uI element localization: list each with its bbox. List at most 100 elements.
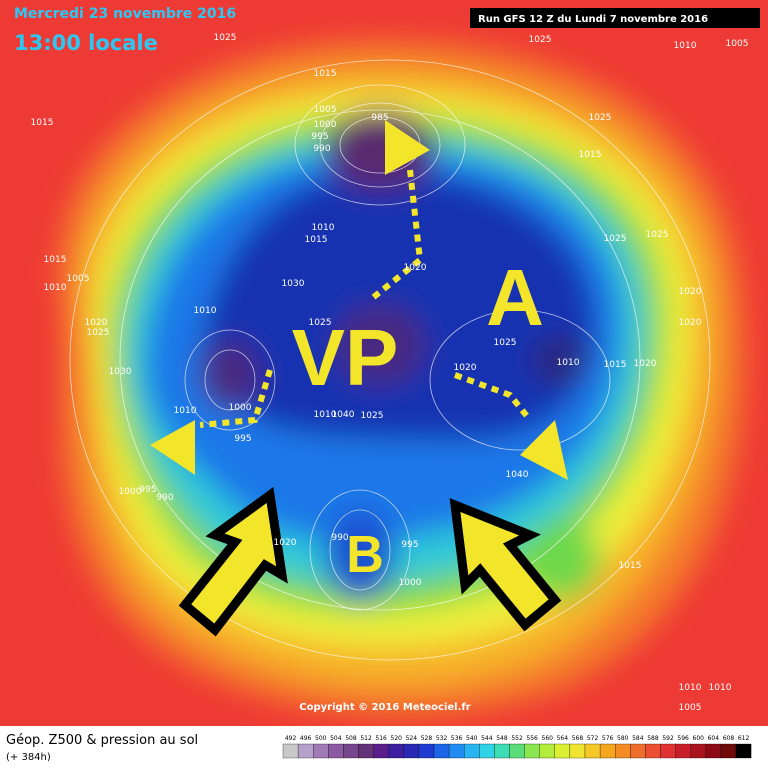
scale-label: 528: [421, 735, 433, 742]
pressure-label: 1010: [312, 223, 335, 233]
scale-label: 500: [315, 735, 327, 742]
pressure-label: 1025: [589, 113, 612, 123]
arrows: [150, 120, 568, 637]
scale-label: 540: [466, 735, 478, 742]
pressure-label: 1010: [557, 358, 580, 368]
scale-cell: [599, 743, 616, 759]
scale-label: 568: [572, 735, 584, 742]
pressure-label: 1015: [314, 69, 337, 79]
scale-label: 524: [406, 735, 418, 742]
scale-label: 560: [542, 735, 554, 742]
isobars: [69, 59, 711, 661]
scale-label: 512: [360, 735, 372, 742]
scale-label: 556: [526, 735, 538, 742]
pressure-label: 1010: [674, 41, 697, 51]
time-label: 13:00 locale: [14, 31, 158, 55]
scale-cell: [539, 743, 555, 759]
pressure-label: 1025: [646, 230, 669, 240]
annotation: VP: [292, 313, 399, 402]
scale-label: 516: [375, 735, 387, 742]
pressure-label: 1025: [87, 328, 110, 338]
scale-label: 536: [451, 735, 463, 742]
scale-cell: [448, 743, 465, 759]
date-label: Mercredi 23 novembre 2016: [14, 6, 236, 22]
pressure-label: 1030: [109, 367, 132, 377]
annotation: B: [346, 526, 384, 584]
scale-label: 544: [481, 735, 493, 742]
pressure-label: 1005: [726, 39, 749, 49]
scale-label: 600: [693, 735, 705, 742]
scale-cell: [494, 743, 510, 759]
pressure-label: 990: [331, 533, 348, 543]
scale-label: 492: [285, 735, 297, 742]
pressure-label: 1020: [634, 359, 657, 369]
pressure-label: 1025: [604, 234, 627, 244]
scale-cell: [343, 743, 359, 759]
pressure-label: 1015: [604, 360, 627, 370]
scale-cell: [690, 743, 706, 759]
scale-cell: [554, 743, 571, 759]
height-field: [58, 40, 745, 716]
scale-label: 612: [738, 735, 750, 742]
pressure-label: 1015: [44, 255, 67, 265]
scale-cell: [660, 743, 676, 759]
pressure-label: 990: [156, 493, 173, 503]
footer-title: Géop. Z500 & pression au sol: [6, 733, 198, 748]
pressure-label: 1030: [282, 279, 305, 289]
scale-cell: [479, 743, 495, 759]
scale-cell: [297, 743, 314, 759]
pressure-label: 1015: [305, 235, 328, 245]
scale-cell: [358, 743, 374, 759]
scale-cell: [403, 743, 420, 759]
copyright: Copyright © 2016 Meteociel.fr: [299, 702, 470, 713]
pressure-label: 1025: [361, 411, 384, 421]
run-box: [470, 8, 760, 28]
scale-label: 588: [647, 735, 659, 742]
pressure-label: 995: [139, 485, 156, 495]
pressure-label: 995: [401, 540, 418, 550]
scale-label: 592: [662, 735, 674, 742]
pressure-label: 1010: [679, 683, 702, 693]
scale-label: 548: [496, 735, 508, 742]
scale-label: 552: [511, 735, 523, 742]
scale-label: 584: [632, 735, 644, 742]
scale-cell: [735, 743, 752, 759]
pressure-label: 1020: [404, 263, 427, 273]
pressure-label: 990: [313, 144, 330, 154]
pressure-label: 1000: [229, 403, 252, 413]
scale-label: 504: [330, 735, 342, 742]
pressure-label: 1000: [119, 487, 142, 497]
scale-cell: [373, 743, 389, 759]
pressure-label: 1025: [214, 33, 237, 43]
scale-label: 508: [345, 735, 357, 742]
run-label: Run GFS 12 Z du Lundi 7 novembre 2016: [478, 14, 708, 25]
pressure-label: 1020: [274, 538, 297, 548]
scale-label: 608: [723, 735, 735, 742]
pressure-label: 1015: [579, 150, 602, 160]
pressure-label: 1010: [174, 406, 197, 416]
scale-label: 496: [300, 735, 312, 742]
scale-cell: [720, 743, 737, 759]
pressure-label: 1000: [399, 578, 422, 588]
footer-subtitle: (+ 384h): [6, 752, 51, 763]
pressure-label: 1010: [314, 410, 337, 420]
scale-cell: [388, 743, 404, 759]
scale-label: 532: [436, 735, 448, 742]
scale-cell: [645, 743, 661, 759]
annotation: A: [486, 253, 544, 342]
scale-cell: [524, 743, 540, 759]
scale-label: 572: [587, 735, 599, 742]
scale-cell: [675, 743, 691, 759]
pressure-label: 1040: [332, 410, 355, 420]
scale-cell: [630, 743, 646, 759]
pressure-label: 1010: [44, 283, 67, 293]
scale-cell: [433, 743, 450, 759]
pressure-label: 1020: [679, 318, 702, 328]
pressure-label: 1025: [309, 318, 332, 328]
scale-label: 596: [677, 735, 689, 742]
scale-label: 576: [602, 735, 614, 742]
pressure-label: 985: [371, 113, 388, 123]
pressure-label: 1010: [194, 306, 217, 316]
